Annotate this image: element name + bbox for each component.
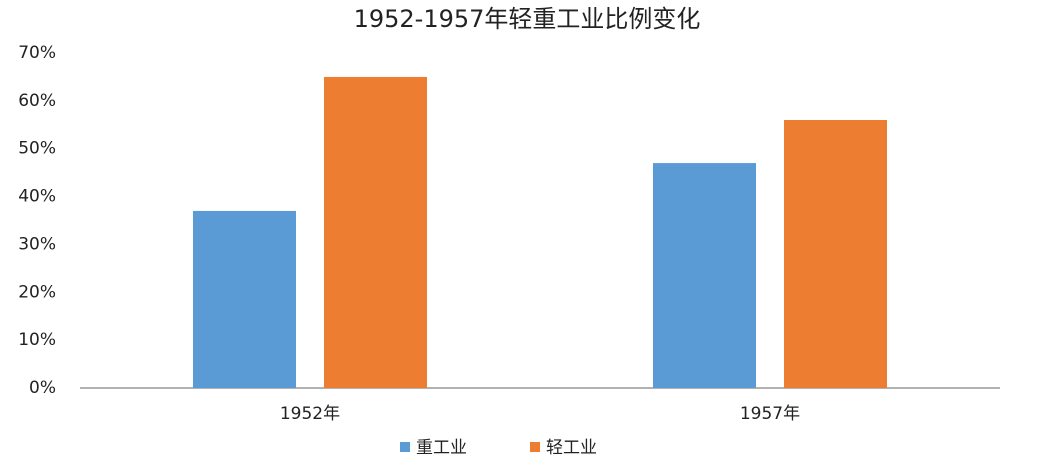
y-tick-label: 40%	[18, 187, 56, 207]
y-tick-label: 50%	[18, 139, 56, 159]
y-tick-label: 20%	[18, 282, 56, 302]
legend-swatch	[400, 442, 410, 452]
legend-label: 轻工业	[546, 438, 597, 458]
y-tick-label: 70%	[18, 43, 56, 63]
y-tick-label: 10%	[18, 330, 56, 350]
y-tick-label: 60%	[18, 91, 56, 111]
bar	[193, 210, 296, 388]
y-tick-label: 0%	[29, 378, 56, 398]
x-tick-label: 1952年	[280, 404, 340, 424]
bar	[324, 76, 427, 388]
bar	[653, 163, 756, 388]
x-tick-label: 1957年	[740, 404, 800, 424]
legend-label: 重工业	[416, 438, 467, 458]
bar	[784, 120, 887, 388]
y-tick-label: 30%	[18, 234, 56, 254]
legend-swatch	[530, 442, 540, 452]
chart-title: 1952-1957年轻重工业比例变化	[354, 5, 701, 33]
